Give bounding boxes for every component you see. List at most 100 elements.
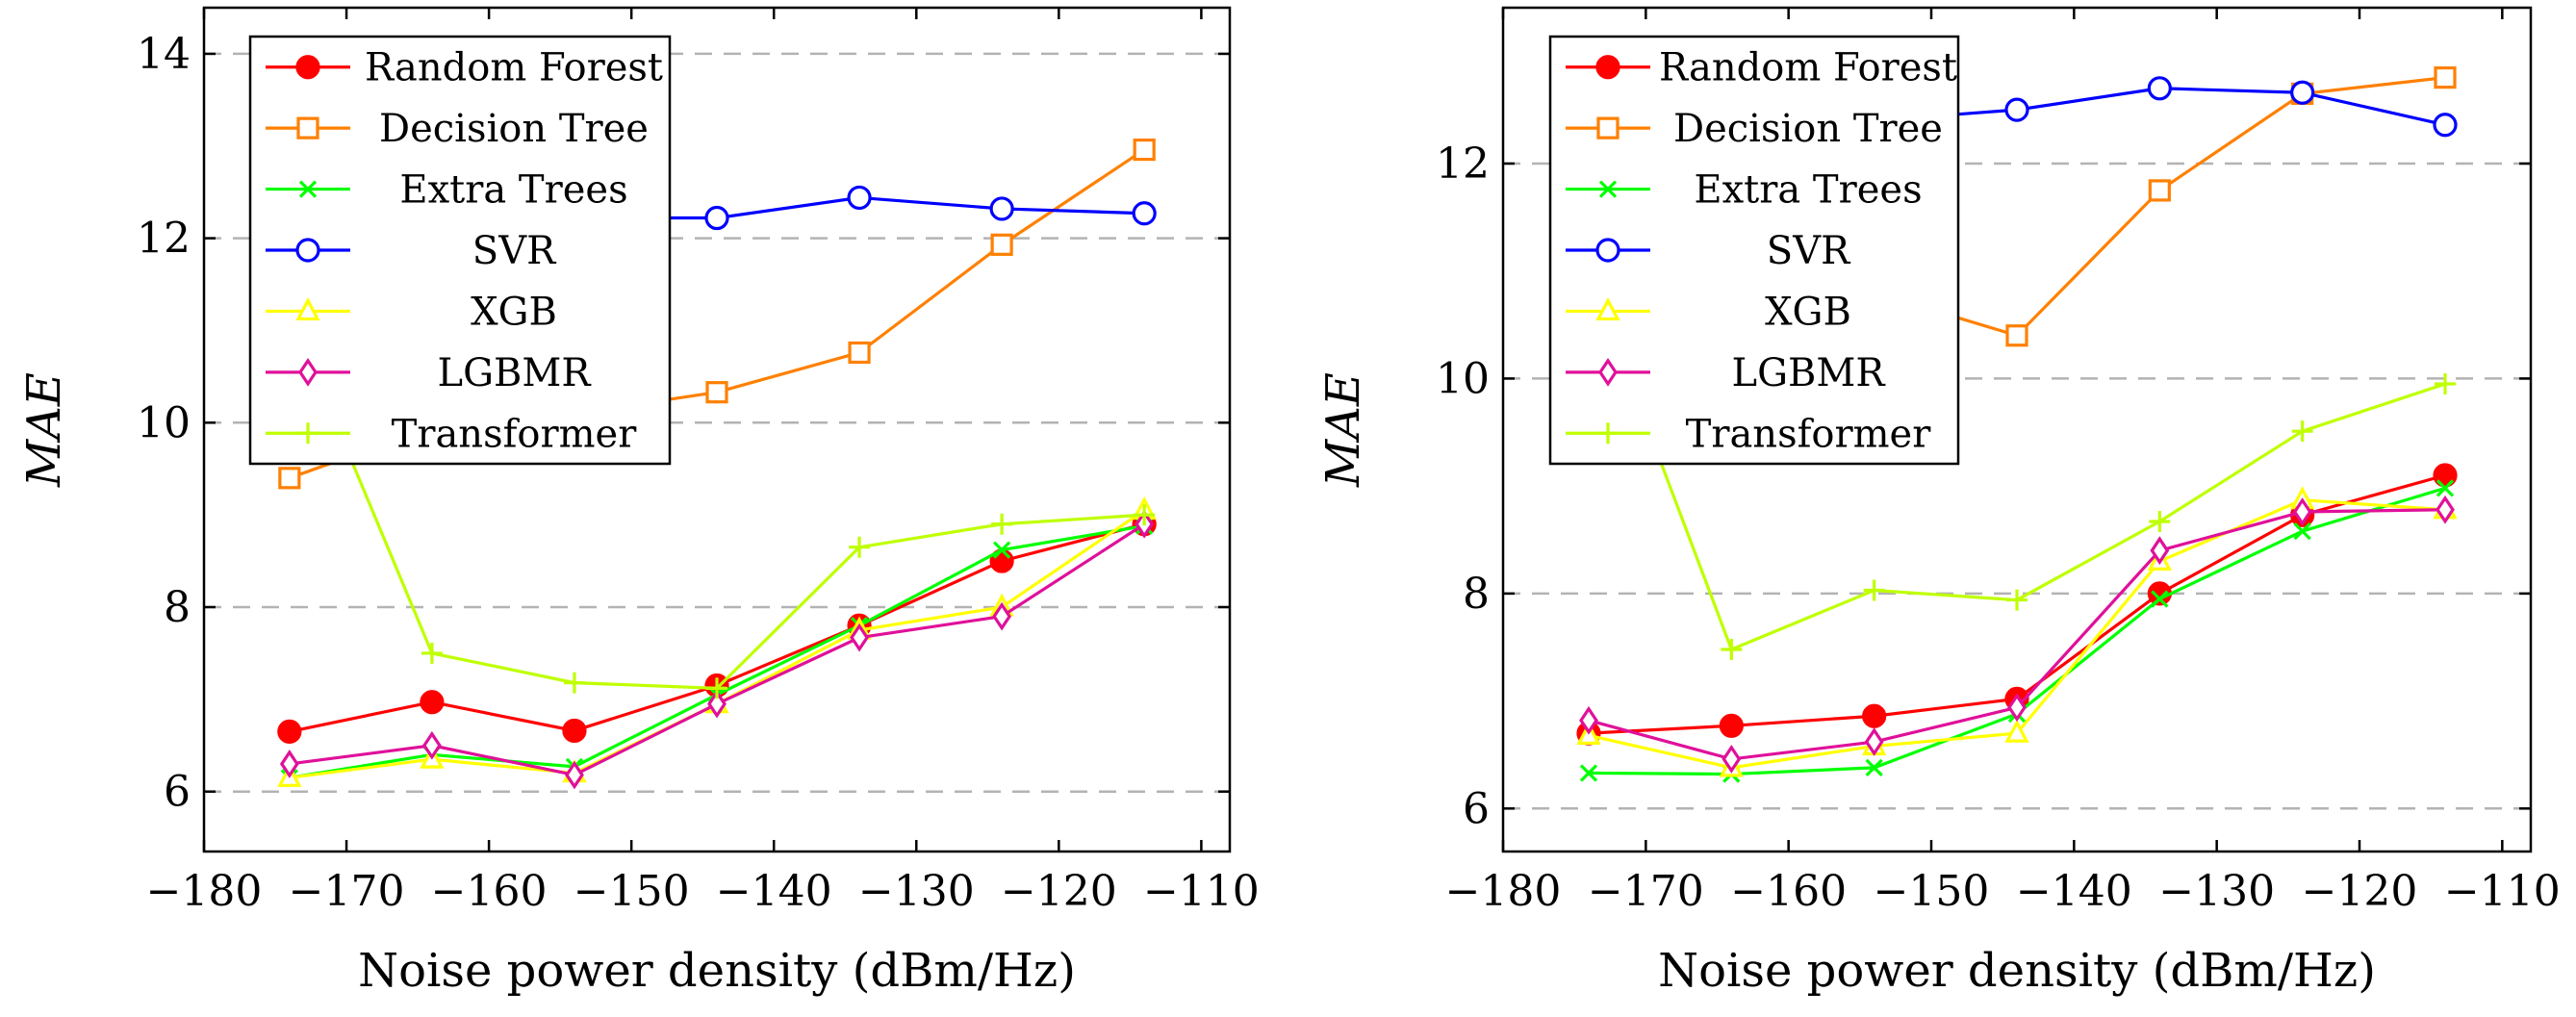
- legend-label-transformer: Transformer: [1686, 412, 1932, 456]
- legend-label-extra-trees: Extra Trees: [1694, 168, 1922, 213]
- legend: Random Forest Decision Tree Extra Trees SVR…: [1548, 35, 1960, 466]
- data-point-transformer: [2291, 420, 2313, 443]
- data-point-random-forest: [420, 690, 445, 715]
- data-point-svr: [2004, 97, 2029, 122]
- legend-label-lgbmr: LGBMR: [438, 351, 593, 395]
- x-tick-label: −120: [1001, 867, 1117, 916]
- legend-label-random-forest: Random Forest: [1659, 46, 1957, 90]
- y-tick-label: 14: [137, 30, 191, 79]
- y-tick-label: 8: [164, 583, 191, 632]
- data-point-lgbmr: [421, 730, 442, 760]
- x-axis-label: Noise power density (dBm/Hz): [358, 944, 1076, 998]
- x-tick-label: −180: [1445, 867, 1562, 916]
- x-tick-label: −150: [574, 867, 690, 916]
- data-point-extra-trees: [2151, 590, 2169, 608]
- data-point-lgbmr: [1722, 745, 1742, 774]
- legend-marker-transformer: [1597, 422, 1619, 445]
- legend-marker-transformer: [297, 422, 319, 445]
- x-tick-label: −110: [1143, 867, 1260, 916]
- x-tick-label: −160: [1730, 867, 1847, 916]
- legend-marker-xgb: [1595, 296, 1620, 321]
- legend-label-random-forest: Random Forest: [365, 46, 663, 90]
- legend-marker-random-forest: [1595, 55, 1620, 80]
- data-point-svr: [2290, 80, 2315, 105]
- data-point-random-forest: [562, 718, 587, 744]
- legend-marker-xgb: [295, 296, 320, 321]
- legend-label-decision-tree: Decision Tree: [1673, 107, 1943, 151]
- data-point-lgbmr: [992, 601, 1012, 631]
- data-point-lgbmr: [2436, 495, 2455, 524]
- y-tick-label: 12: [1436, 140, 1490, 189]
- legend-marker-extra-trees: [1598, 180, 1618, 198]
- data-point-lgbmr: [707, 689, 727, 719]
- legend-label-svr: SVR: [1767, 229, 1851, 273]
- y-tick-label: 10: [137, 398, 191, 447]
- data-point-lgbmr: [565, 760, 584, 790]
- x-tick-label: −140: [2016, 867, 2132, 916]
- data-point-transformer: [1721, 638, 1743, 660]
- data-point-lgbmr: [279, 750, 299, 778]
- data-point-lgbmr: [1864, 727, 1884, 756]
- legend-label-decision-tree: Decision Tree: [379, 107, 649, 151]
- y-tick-label: 8: [1463, 570, 1490, 619]
- data-point-transformer: [2006, 589, 2028, 611]
- data-point-transformer: [2149, 511, 2171, 533]
- y-tick-label: 6: [1463, 784, 1490, 833]
- legend-label-transformer: Transformer: [392, 412, 638, 456]
- data-point-random-forest: [1719, 713, 1744, 738]
- legend: Random Forest Decision Tree Extra Trees SVR…: [248, 35, 672, 466]
- x-tick-label: −140: [716, 867, 832, 916]
- series-lgbmr: [1579, 495, 2455, 774]
- data-point-svr: [2433, 113, 2458, 138]
- data-point-transformer: [706, 677, 727, 699]
- legend-marker-random-forest: [295, 55, 320, 80]
- data-point-transformer: [563, 672, 585, 694]
- y-tick-label: 6: [164, 768, 191, 817]
- data-point-extra-trees: [992, 541, 1011, 559]
- data-point-xgb: [2004, 719, 2029, 743]
- y-axis-label: MAE: [1316, 372, 1370, 488]
- legend-marker-lgbmr: [298, 357, 318, 387]
- data-point-transformer: [1863, 579, 1885, 601]
- legend-label-extra-trees: Extra Trees: [399, 168, 627, 213]
- data-point-extra-trees: [2436, 479, 2455, 497]
- x-tick-label: −130: [858, 867, 975, 916]
- x-tick-label: −170: [289, 867, 405, 916]
- plot-frame: [202, 6, 1232, 853]
- data-point-svr: [2147, 76, 2172, 101]
- series-xgb: [1576, 486, 2458, 777]
- data-point-decision-tree: [278, 467, 301, 490]
- data-point-decision-tree: [2005, 324, 2028, 347]
- y-tick-label: 12: [137, 215, 191, 264]
- data-point-lgbmr: [2150, 536, 2170, 566]
- legend-label-xgb: XGB: [1765, 290, 1851, 334]
- y-axis-label: MAE: [17, 372, 71, 488]
- legend-marker-svr: [295, 238, 320, 263]
- series-extra-trees: [280, 517, 1154, 787]
- legend-marker-decision-tree: [296, 116, 319, 140]
- x-axis-label: Noise power density (dBm/Hz): [1658, 944, 2376, 998]
- data-point-transformer: [991, 513, 1013, 535]
- legend-marker-decision-tree: [1596, 116, 1620, 140]
- chart-right: −180 −170 −160 −150 −140 −130 −120 −110 6 8 10 12 No…: [1316, 6, 2561, 998]
- data-point-transformer: [421, 642, 443, 664]
- data-point-decision-tree: [990, 233, 1013, 256]
- data-point-random-forest: [1862, 703, 1887, 728]
- data-point-lgbmr: [850, 623, 869, 652]
- data-point-decision-tree: [2434, 66, 2457, 89]
- legend-label-xgb: XGB: [471, 290, 557, 334]
- x-tick-label: −110: [2444, 867, 2561, 916]
- data-point-lgbmr: [2007, 693, 2027, 723]
- series-lgbmr: [279, 509, 1155, 790]
- data-point-decision-tree: [705, 381, 728, 404]
- data-point-svr: [989, 196, 1014, 221]
- legend-marker-extra-trees: [298, 180, 318, 198]
- data-point-random-forest: [277, 719, 302, 744]
- data-point-lgbmr: [2292, 497, 2312, 526]
- data-point-svr: [1132, 201, 1157, 226]
- series-transformer: [1578, 260, 2456, 660]
- series-line-lgbmr: [289, 522, 1146, 777]
- data-point-transformer: [1134, 504, 1156, 526]
- x-tick-label: −120: [2302, 867, 2418, 916]
